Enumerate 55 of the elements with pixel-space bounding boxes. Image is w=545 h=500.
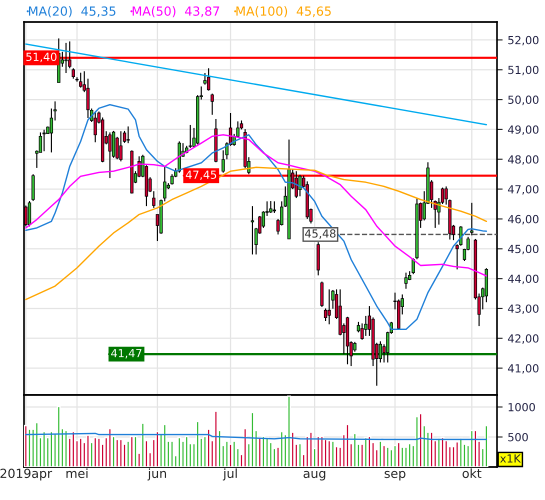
candlestick — [108, 132, 112, 179]
candlestick — [412, 258, 415, 275]
candlestick — [364, 315, 368, 336]
candlestick — [353, 341, 356, 352]
y-tick-label: 44,00 — [508, 274, 538, 284]
x-tick-label: okt — [462, 468, 482, 478]
candlestick — [294, 170, 298, 199]
candlestick — [32, 174, 35, 202]
candlestick — [126, 126, 130, 144]
y-tick-label: 49,00 — [508, 125, 538, 135]
x-tick-label: 2019apr — [0, 468, 52, 480]
candlestick — [210, 93, 214, 116]
y-tick-label: 52,00 — [508, 36, 538, 46]
candlestick — [68, 40, 72, 69]
candlestick — [42, 129, 46, 152]
candlestick — [320, 281, 324, 308]
y-tick-label: 1000 — [508, 402, 535, 412]
legend-label: MA(20) 45,35 — [28, 6, 116, 18]
y-tick-label: 51,00 — [508, 66, 538, 76]
candlestick — [72, 68, 75, 80]
candlestick — [272, 200, 276, 214]
x-tick-label: jun — [148, 468, 166, 480]
candlestick — [119, 130, 122, 162]
y-tick-label: 45,00 — [508, 244, 538, 254]
candlestick — [79, 72, 82, 88]
x-tick-label: sep — [384, 470, 406, 480]
ref-line-label: 47,45 — [186, 170, 216, 180]
legend-label: MA(100) 45,65 — [236, 6, 331, 18]
y-tick-label: 48,00 — [508, 155, 538, 165]
y-tick-label: 50,00 — [508, 96, 538, 106]
candlestick — [328, 288, 331, 325]
ref-line-label: 51,40 — [26, 52, 56, 62]
line-series — [25, 104, 488, 330]
y-tick-label: 47,00 — [508, 185, 538, 195]
candlestick — [94, 112, 97, 143]
y-tick-label: 41,00 — [508, 364, 538, 374]
x-tick-label: jul — [222, 468, 237, 480]
line-series — [25, 166, 488, 300]
ref-line-label: 45,48 — [305, 229, 336, 239]
candlestick — [378, 340, 382, 364]
x-tick-label: aug — [304, 470, 326, 480]
candlestick — [206, 68, 210, 92]
candlestick — [250, 206, 254, 256]
text: x1K — [500, 454, 521, 463]
x-tick-label: mei — [66, 468, 88, 478]
candlestick — [28, 200, 32, 227]
ref-line-label: 41,47 — [111, 349, 142, 358]
y-tick-label: 46,00 — [508, 214, 538, 224]
candlestick — [269, 200, 272, 214]
y-tick-label: 42,00 — [508, 334, 538, 344]
candlestick — [64, 42, 68, 74]
legend-label: MA(50) 43,87 — [132, 6, 220, 18]
y-tick-label: 43,00 — [508, 304, 538, 314]
y-tick-label: 500 — [508, 432, 528, 442]
candlestick — [470, 202, 474, 236]
